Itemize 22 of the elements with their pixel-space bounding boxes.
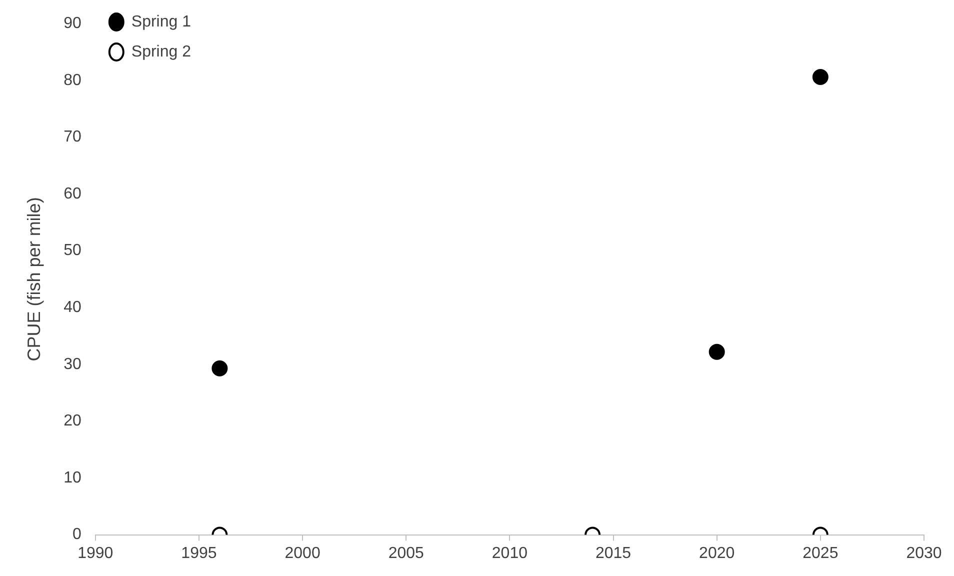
x-tick-label: 2020 — [699, 544, 735, 562]
y-tick-label: 50 — [64, 242, 82, 260]
y-tick-label: 30 — [64, 356, 82, 373]
x-tick-label: 2015 — [595, 544, 632, 562]
legend-label: Spring 1 — [131, 13, 192, 30]
y-tick-label: 40 — [64, 299, 82, 316]
x-tick-label: 2025 — [802, 544, 838, 562]
y-tick-label: 90 — [64, 15, 82, 32]
x-tick-label: 2005 — [388, 544, 424, 562]
x-tick-label: 1990 — [78, 544, 114, 562]
y-tick-label: 80 — [64, 72, 82, 89]
x-tick-label: 1995 — [181, 544, 217, 562]
y-tick-label: 0 — [72, 526, 82, 544]
y-axis-title: CPUE (fish per mile) — [24, 197, 44, 362]
x-tick-label: 2000 — [284, 544, 320, 562]
x-tick-label: 2010 — [492, 544, 528, 562]
y-tick-label: 20 — [64, 412, 82, 430]
y-tick-label: 70 — [64, 128, 82, 146]
y-tick-label: 10 — [64, 469, 82, 486]
legend-label: Spring 2 — [131, 43, 192, 60]
x-tick-label: 2030 — [906, 544, 942, 562]
y-tick-label: 60 — [64, 185, 82, 202]
